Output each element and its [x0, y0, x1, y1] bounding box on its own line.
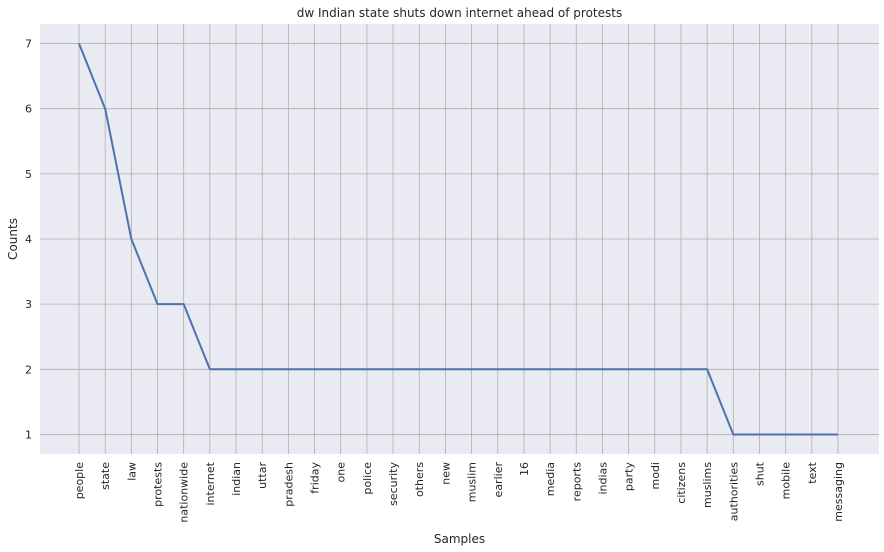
x-tick-label: authorities	[727, 462, 740, 521]
x-tick-label: muslims	[701, 462, 714, 508]
x-tick-label: citizens	[675, 462, 688, 504]
x-tick-label: internet	[204, 461, 217, 505]
x-tick-label: earlier	[492, 462, 505, 498]
x-tick-label: modi	[649, 462, 662, 489]
y-axis-ticks: 1 2 3 4 5 6 7	[25, 38, 32, 442]
x-tick-label: new	[439, 462, 452, 485]
x-tick-label: text	[806, 461, 819, 483]
x-tick-label: protests	[152, 462, 165, 507]
y-tick-label: 6	[25, 103, 32, 116]
x-tick-label: security	[387, 462, 400, 506]
x-tick-label: pradesh	[282, 462, 295, 507]
x-tick-label: law	[125, 462, 138, 481]
x-tick-label: muslim	[466, 462, 479, 502]
x-tick-label: reports	[570, 462, 583, 502]
y-tick-label: 4	[25, 233, 32, 246]
x-tick-label: indias	[596, 462, 609, 495]
x-tick-label: party	[623, 462, 636, 492]
y-tick-label: 2	[25, 363, 32, 376]
y-tick-label: 5	[25, 168, 32, 181]
x-tick-label: one	[335, 462, 348, 483]
x-tick-label: nationwide	[178, 462, 191, 523]
y-axis-label: Counts	[6, 218, 20, 260]
y-tick-label: 3	[25, 298, 32, 311]
y-tick-label: 7	[25, 38, 32, 51]
x-tick-label: messaging	[832, 462, 845, 522]
y-tick-label: 1	[25, 428, 32, 441]
x-tick-label: 16	[518, 462, 531, 476]
x-tick-label: friday	[309, 462, 322, 494]
x-tick-label: people	[73, 462, 86, 500]
x-tick-label: state	[99, 462, 112, 490]
x-tick-label: police	[361, 462, 374, 495]
x-tick-label: mobile	[780, 462, 793, 500]
x-tick-label: media	[544, 462, 557, 496]
chart-title: dw Indian state shuts down internet ahea…	[297, 6, 622, 20]
x-tick-label: indian	[230, 462, 243, 496]
series-line	[78, 43, 838, 436]
x-tick-label: others	[413, 462, 426, 497]
x-axis-ticks: people state law protests nationwide internet…	[73, 461, 845, 522]
x-tick-label: uttar	[256, 462, 269, 489]
x-tick-label: shut	[753, 461, 766, 486]
x-axis-label: Samples	[434, 532, 485, 546]
